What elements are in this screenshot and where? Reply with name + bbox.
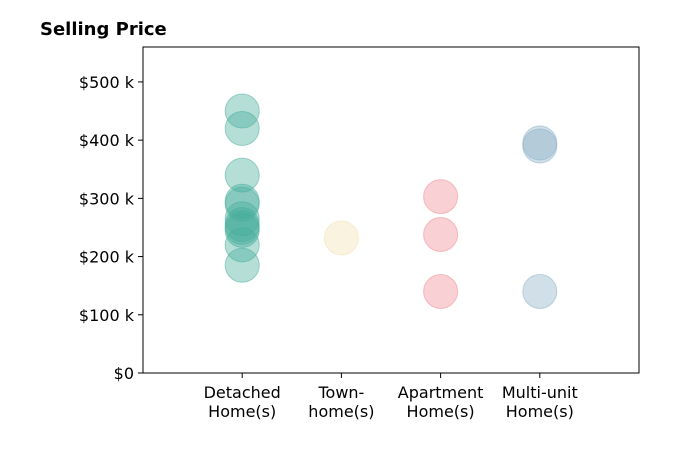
- y-tick-label: $0: [114, 364, 134, 383]
- x-tick-label: home(s): [308, 402, 374, 421]
- x-tick-label: Home(s): [208, 402, 276, 421]
- data-point: [224, 157, 260, 193]
- y-tick-label: $200 k: [79, 248, 135, 267]
- x-tick-label: Detached: [204, 383, 281, 402]
- x-tick-label: Home(s): [506, 402, 574, 421]
- data-point: [522, 274, 558, 309]
- chart-title: Selling Price: [40, 19, 167, 40]
- y-tick-label: $500 k: [79, 73, 135, 92]
- y-tick-label: $100 k: [79, 306, 135, 325]
- x-tick-label: Home(s): [407, 402, 475, 421]
- data-point: [423, 216, 459, 252]
- x-tick-label: Multi-unit: [502, 383, 578, 402]
- y-tick-label: $300 k: [79, 189, 135, 208]
- data-point: [224, 247, 260, 283]
- data-point: [224, 111, 260, 146]
- data-point: [323, 220, 359, 256]
- y-axis: $0 $100 k $200 k $300 k $400 k $500 k: [79, 73, 143, 383]
- data-point: [423, 179, 459, 215]
- y-tick-label: $400 k: [79, 131, 135, 150]
- data-point: [224, 212, 260, 248]
- x-axis: DetachedHome(s)Town-home(s)ApartmentHome…: [204, 373, 578, 421]
- x-tick-label: Apartment: [398, 383, 484, 402]
- data-point: [423, 274, 459, 309]
- data-point: [522, 128, 558, 164]
- plot-frame: [142, 46, 640, 374]
- data-point: [224, 227, 260, 263]
- data-points: [224, 93, 558, 309]
- x-tick-label: Town-: [317, 383, 364, 402]
